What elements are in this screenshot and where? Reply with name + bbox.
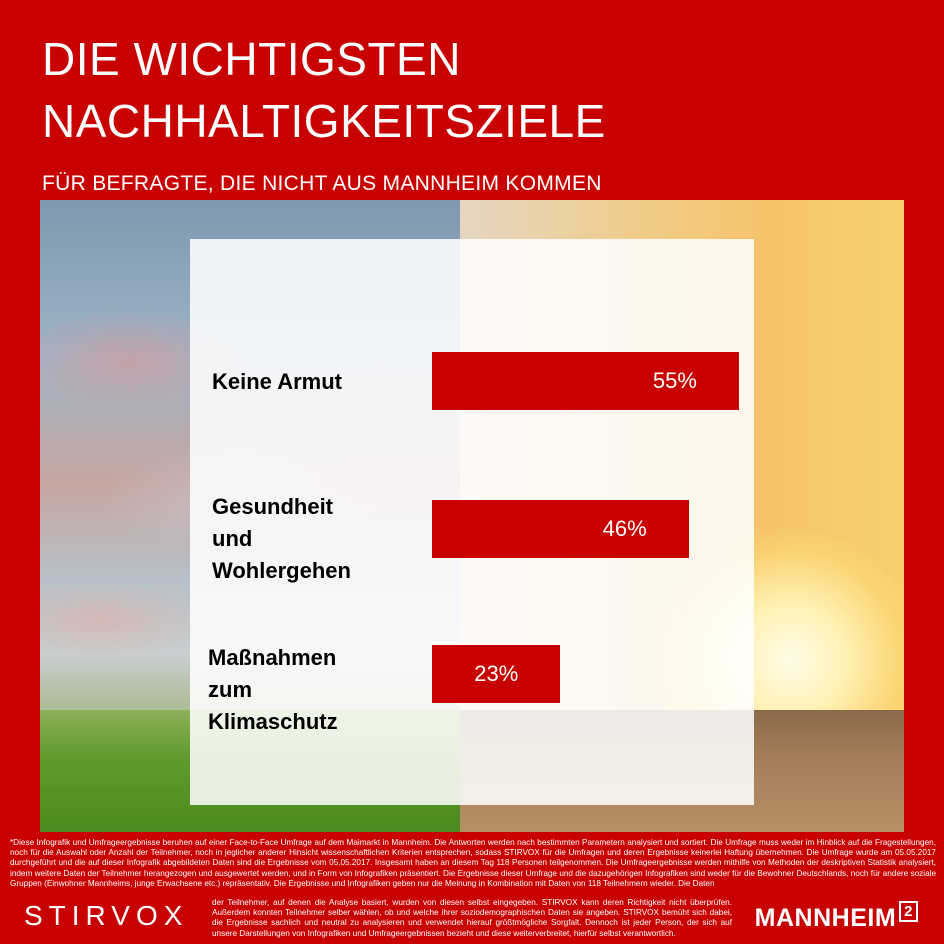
mannheim-logo-text: MANNHEIM (754, 904, 897, 932)
category-label: Gesundheit und Wohlergehen (212, 491, 351, 587)
chart-panel: Keine Armut 55% Gesundheit und Wohlergehen 46… (190, 239, 754, 805)
category-label-line: Keine Armut (212, 369, 342, 394)
mannheim-logo: MANNHEIM 2 (754, 901, 918, 933)
stirvox-logo: STIRVOX (24, 900, 189, 931)
category-label-line: Wohlergehen (212, 558, 351, 583)
mannheim-logo-sup: 2 (899, 901, 918, 922)
bar: 46% (432, 500, 689, 558)
title-line-1: DIE WICHTIGSTEN (42, 33, 461, 85)
category-label-line: zum (208, 677, 252, 702)
category-label-line: Maßnahmen (208, 645, 337, 670)
bar: 55% (432, 352, 739, 410)
bar-value-label: 55% (652, 368, 697, 393)
title-line-2: NACHHALTIGKEITSZIELE (42, 95, 606, 147)
bar-value-label: 46% (602, 516, 647, 541)
category-label: Maßnahmen zum Klimaschutz (208, 642, 338, 738)
bar: 23% (432, 645, 561, 703)
category-label-line: Gesundheit (212, 494, 334, 519)
disclaimer-text: *Diese Infografik und Umfrageergebnisse … (10, 838, 936, 888)
category-label-line: Klimaschutz (208, 709, 338, 734)
disclaimer-text-continued: der Teilnehmer, auf denen die Analyse ba… (212, 898, 732, 938)
category-label: Keine Armut (212, 366, 342, 398)
category-label-line: und (212, 526, 253, 551)
bar-value-label: 23% (474, 661, 519, 686)
page-subtitle: FÜR BEFRAGTE, DIE NICHT AUS MANNHEIM KOM… (42, 172, 602, 195)
page-title: DIE WICHTIGSTEN NACHHALTIGKEITSZIELE (42, 28, 606, 152)
